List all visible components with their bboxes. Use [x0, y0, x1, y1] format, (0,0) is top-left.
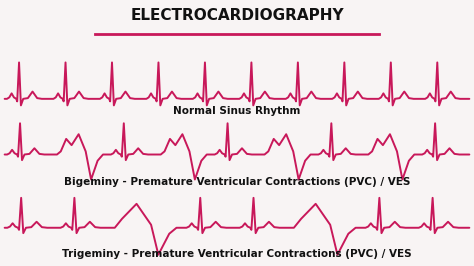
Text: ELECTROCARDIOGRAPHY: ELECTROCARDIOGRAPHY — [130, 8, 344, 23]
Text: Normal Sinus Rhythm: Normal Sinus Rhythm — [173, 106, 301, 116]
Text: Bigeminy - Premature Ventricular Contractions (PVC) / VES: Bigeminy - Premature Ventricular Contrac… — [64, 177, 410, 188]
Text: Trigeminy - Premature Ventricular Contractions (PVC) / VES: Trigeminy - Premature Ventricular Contra… — [62, 249, 412, 259]
